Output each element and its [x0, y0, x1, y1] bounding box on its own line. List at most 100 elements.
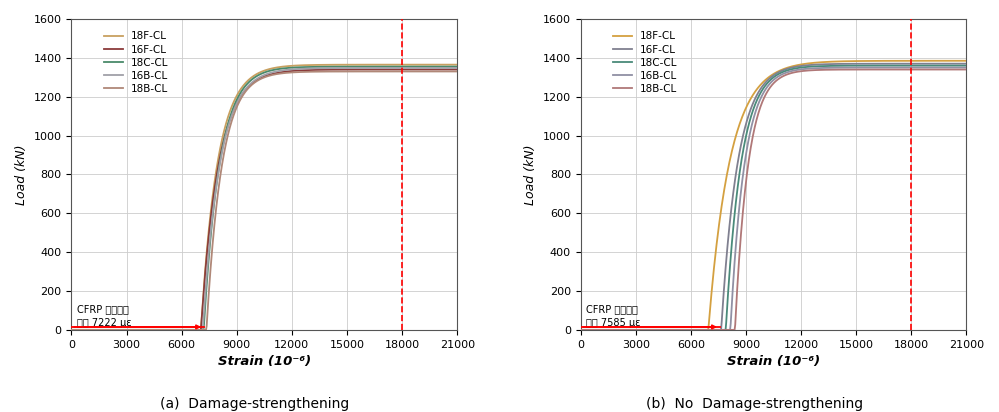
- 18C-CL: [674, 328, 686, 332]
- 18F-CL: [832, 59, 844, 64]
- Legend: 18F-CL, 16F-CL, 18C-CL, 16B-CL, 18B-CL: 18F-CL, 16F-CL, 18C-CL, 16B-CL, 18B-CL: [609, 27, 682, 98]
- 18C-CL: [356, 64, 368, 69]
- 18F-CL: [293, 63, 305, 68]
- 16F-CL: [832, 61, 844, 66]
- 18F-CL: [643, 328, 655, 332]
- 16B-CL: [293, 66, 305, 71]
- 18B-CL: [134, 328, 146, 332]
- 18B-CL: [802, 68, 814, 73]
- 16B-CL: [452, 66, 464, 70]
- 18F-CL: [165, 328, 177, 332]
- 18B-CL: [960, 67, 972, 72]
- 18C-CL: [293, 65, 305, 70]
- 18F-CL: [65, 328, 77, 332]
- Text: CFRP 긴장보강
평균 7222 με: CFRP 긴장보강 평균 7222 με: [77, 304, 132, 328]
- 18B-CL: [832, 67, 844, 72]
- 18B-CL: [749, 123, 761, 128]
- 18C-CL: [960, 63, 972, 68]
- 16F-CL: [293, 68, 305, 73]
- 16B-CL: [749, 110, 761, 115]
- Line: 18F-CL: 18F-CL: [580, 61, 966, 330]
- 18C-CL: [865, 63, 877, 68]
- 18F-CL: [356, 62, 368, 67]
- 18F-CL: [240, 80, 252, 85]
- 16B-CL: [240, 86, 252, 91]
- 18C-CL: [749, 102, 761, 107]
- 16F-CL: [165, 328, 177, 332]
- Line: 18F-CL: 18F-CL: [71, 65, 458, 330]
- Text: (a)  Damage-strengthening: (a) Damage-strengthening: [160, 397, 350, 411]
- Line: 18C-CL: 18C-CL: [71, 67, 458, 330]
- 18B-CL: [643, 328, 655, 332]
- 18F-CL: [134, 328, 146, 332]
- 18B-CL: [65, 328, 77, 332]
- 18C-CL: [134, 328, 146, 332]
- 16B-CL: [356, 66, 368, 70]
- 16B-CL: [134, 328, 146, 332]
- 18C-CL: [574, 328, 586, 332]
- Line: 18C-CL: 18C-CL: [580, 66, 966, 330]
- Line: 18B-CL: 18B-CL: [580, 70, 966, 330]
- 16F-CL: [960, 61, 972, 66]
- 16B-CL: [832, 65, 844, 70]
- 18B-CL: [452, 69, 464, 74]
- 16B-CL: [960, 65, 972, 70]
- 18B-CL: [293, 70, 305, 75]
- 18F-CL: [574, 328, 586, 332]
- 18B-CL: [165, 328, 177, 332]
- 16F-CL: [356, 67, 368, 72]
- 18C-CL: [323, 64, 335, 69]
- Line: 16B-CL: 16B-CL: [71, 68, 458, 330]
- 18B-CL: [865, 67, 877, 72]
- Text: (b)  No  Damage-strengthening: (b) No Damage-strengthening: [645, 397, 863, 411]
- 18C-CL: [802, 64, 814, 69]
- 16F-CL: [865, 61, 877, 66]
- 16F-CL: [240, 87, 252, 92]
- 18B-CL: [674, 328, 686, 332]
- 16F-CL: [802, 63, 814, 68]
- 16F-CL: [643, 328, 655, 332]
- Y-axis label: Load (kN): Load (kN): [15, 144, 28, 205]
- Line: 16F-CL: 16F-CL: [71, 70, 458, 330]
- 18B-CL: [574, 328, 586, 332]
- 18C-CL: [452, 64, 464, 69]
- 18C-CL: [65, 328, 77, 332]
- Line: 16F-CL: 16F-CL: [580, 64, 966, 330]
- X-axis label: Strain (10⁻⁶): Strain (10⁻⁶): [218, 355, 311, 368]
- 16B-CL: [574, 328, 586, 332]
- 18B-CL: [323, 69, 335, 74]
- 18F-CL: [323, 62, 335, 67]
- 18F-CL: [865, 59, 877, 63]
- 18C-CL: [643, 328, 655, 332]
- Text: CFRP 긴장보강
평균 7585 με: CFRP 긴장보강 평균 7585 με: [586, 304, 640, 328]
- 16F-CL: [452, 67, 464, 72]
- 18F-CL: [802, 61, 814, 66]
- 16B-CL: [65, 328, 77, 332]
- 16F-CL: [134, 328, 146, 332]
- 16B-CL: [674, 328, 686, 332]
- 18F-CL: [674, 328, 686, 332]
- 18F-CL: [452, 62, 464, 67]
- 18C-CL: [240, 83, 252, 88]
- Line: 16B-CL: 16B-CL: [580, 68, 966, 330]
- 18F-CL: [749, 89, 761, 94]
- 16B-CL: [165, 328, 177, 332]
- 18B-CL: [240, 89, 252, 94]
- 18C-CL: [832, 63, 844, 68]
- 16B-CL: [323, 66, 335, 70]
- 16B-CL: [865, 65, 877, 70]
- 18C-CL: [165, 328, 177, 332]
- 16B-CL: [643, 328, 655, 332]
- 16F-CL: [65, 328, 77, 332]
- 16B-CL: [802, 66, 814, 71]
- X-axis label: Strain (10⁻⁶): Strain (10⁻⁶): [727, 355, 820, 368]
- 18B-CL: [356, 69, 368, 74]
- 18F-CL: [960, 59, 972, 63]
- 16F-CL: [674, 328, 686, 332]
- Legend: 18F-CL, 16F-CL, 18C-CL, 16B-CL, 18B-CL: 18F-CL, 16F-CL, 18C-CL, 16B-CL, 18B-CL: [100, 27, 173, 98]
- 16F-CL: [323, 67, 335, 72]
- 16F-CL: [574, 328, 586, 332]
- 16F-CL: [749, 96, 761, 101]
- Y-axis label: Load (kN): Load (kN): [524, 144, 537, 205]
- Line: 18B-CL: 18B-CL: [71, 71, 458, 330]
